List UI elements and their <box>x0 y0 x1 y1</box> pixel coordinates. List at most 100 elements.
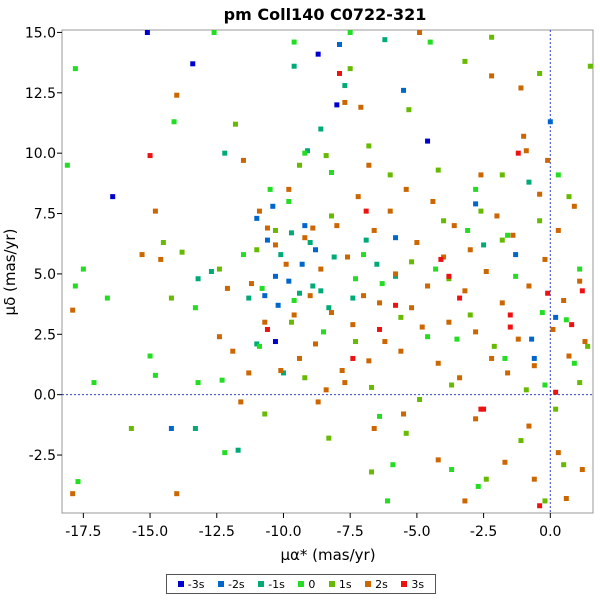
data-point <box>369 384 375 390</box>
data-point <box>502 355 508 361</box>
data-point <box>510 232 516 238</box>
data-point <box>147 353 153 359</box>
data-point <box>489 355 495 361</box>
data-point <box>550 326 556 332</box>
data-point <box>401 411 407 417</box>
data-point <box>577 380 583 386</box>
data-point <box>222 150 228 156</box>
data-point <box>513 252 519 258</box>
x-tick-label: -5.0 <box>403 524 430 540</box>
data-point <box>296 162 302 168</box>
data-point <box>139 252 145 258</box>
legend-swatch <box>258 581 265 587</box>
data-point <box>377 413 383 419</box>
data-point <box>366 358 372 364</box>
data-point <box>585 343 591 349</box>
data-point <box>312 341 318 347</box>
legend-label: 3s <box>411 577 425 591</box>
data-point <box>291 312 297 318</box>
data-point <box>561 462 567 468</box>
data-point <box>302 223 308 229</box>
data-point <box>232 121 238 127</box>
data-point <box>563 496 569 502</box>
data-point <box>315 399 321 405</box>
data-point <box>374 261 380 267</box>
data-point <box>473 201 479 207</box>
data-point <box>299 261 305 267</box>
data-point <box>361 293 367 299</box>
legend-item: 1s <box>328 578 352 591</box>
data-point <box>270 203 276 209</box>
data-point <box>483 269 489 274</box>
data-point <box>91 380 97 386</box>
data-point <box>171 119 177 125</box>
data-point <box>457 375 463 381</box>
data-point <box>337 70 343 76</box>
data-point <box>451 223 457 229</box>
data-point <box>195 276 201 282</box>
data-point <box>296 290 302 296</box>
data-point <box>329 213 335 219</box>
data-point <box>302 235 308 241</box>
data-point <box>547 119 553 125</box>
data-point <box>323 153 329 159</box>
data-point <box>310 225 316 231</box>
data-point <box>515 150 521 156</box>
data-point <box>502 459 508 465</box>
data-point <box>425 138 431 144</box>
data-point <box>353 339 359 345</box>
data-point <box>542 382 548 388</box>
data-point <box>211 30 217 35</box>
data-point <box>310 283 316 289</box>
data-point <box>262 293 268 299</box>
data-point <box>355 194 361 200</box>
data-point <box>152 372 158 378</box>
data-point <box>318 126 324 132</box>
data-point <box>489 34 495 40</box>
data-point <box>523 387 529 393</box>
data-point <box>342 83 348 89</box>
data-point <box>513 273 519 279</box>
legend-item: 2s <box>365 578 388 591</box>
data-point <box>515 336 521 342</box>
data-point <box>417 396 423 402</box>
data-point <box>382 37 388 43</box>
y-tick-label: 10.0 <box>25 146 56 162</box>
data-point <box>430 198 436 204</box>
data-point <box>342 380 348 386</box>
legend-item: -3s <box>177 578 204 591</box>
data-point <box>465 227 471 233</box>
data-point <box>326 305 332 311</box>
data-point <box>286 278 292 284</box>
data-point <box>326 435 332 441</box>
data-point <box>566 194 572 200</box>
data-point <box>473 186 479 192</box>
data-point <box>446 319 452 325</box>
legend-item: 3s <box>401 578 424 591</box>
data-point <box>457 295 463 301</box>
data-points <box>64 30 593 509</box>
data-point <box>361 252 367 258</box>
data-point <box>473 416 479 422</box>
data-point <box>425 283 431 289</box>
data-point <box>377 300 383 306</box>
data-point <box>401 87 407 93</box>
data-point <box>462 288 468 294</box>
y-tick-label: 2.5 <box>34 327 56 343</box>
data-point <box>128 425 134 431</box>
data-point <box>158 256 164 262</box>
data-point <box>264 237 270 243</box>
data-point <box>254 341 260 347</box>
data-point <box>435 167 441 173</box>
data-point <box>387 208 393 214</box>
data-point <box>398 314 404 320</box>
data-point <box>441 254 447 260</box>
data-point <box>478 208 484 214</box>
data-point <box>174 491 180 497</box>
data-point <box>419 324 425 330</box>
data-point <box>553 389 559 395</box>
data-point <box>561 297 567 303</box>
data-point <box>371 227 377 233</box>
data-point <box>262 319 268 325</box>
